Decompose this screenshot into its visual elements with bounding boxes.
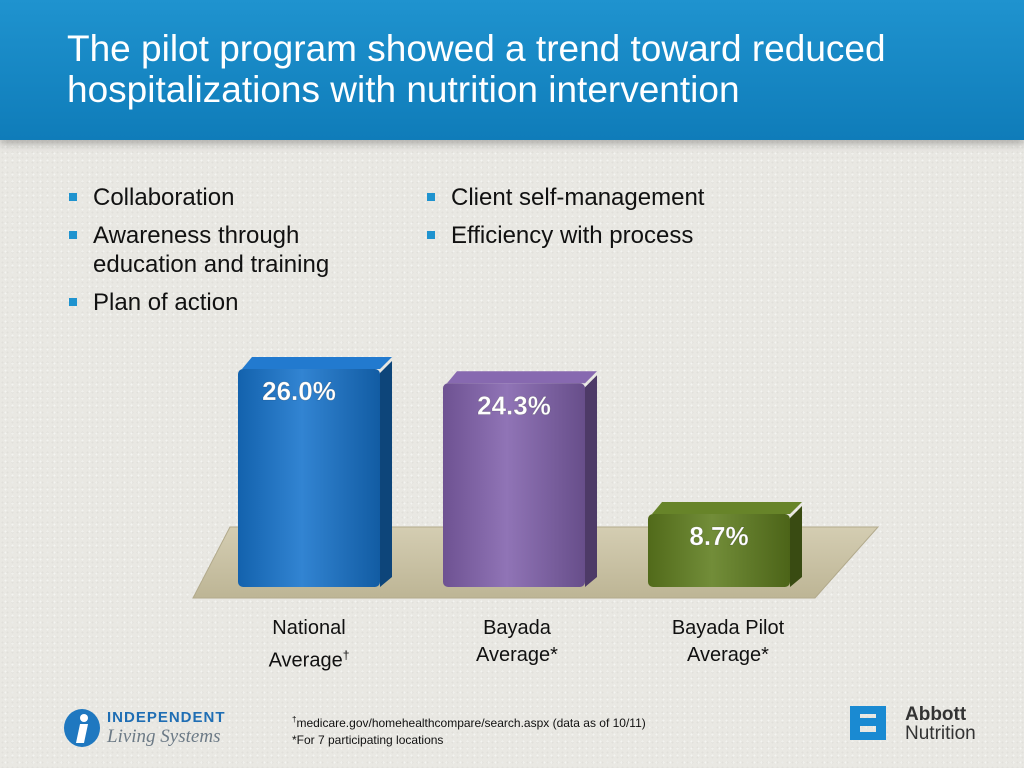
- bar-data-label: 24.3%: [477, 390, 551, 420]
- bullet-text: Client self-management: [451, 184, 705, 211]
- bullet-text: Awareness through education and training: [93, 222, 330, 278]
- abbott-nutrition-logo: Abbott Nutrition: [848, 704, 988, 748]
- bar-group: 8.7%: [648, 502, 802, 587]
- bullet-item: Client self-management: [426, 183, 826, 212]
- bullet-square-icon: [69, 231, 77, 239]
- bar-side-face: [790, 506, 802, 587]
- bar-top-face: [242, 357, 392, 369]
- bar: [238, 369, 380, 587]
- footnotes: †medicare.gov/homehealthcompare/search.a…: [292, 711, 646, 749]
- category-label-line2: Average*: [687, 644, 769, 666]
- bar-chart: 26.0% 24.3% 8.7%: [192, 357, 880, 599]
- category-label-line1: Bayada Pilot: [671, 617, 785, 639]
- bullet-text: Efficiency with process: [451, 222, 694, 249]
- category-label-bayada-pilot: Bayada Pilot Average*: [643, 615, 813, 669]
- abbott-a-icon: [850, 706, 886, 740]
- logo-text-line1: Abbott: [905, 704, 967, 725]
- bullet-square-icon: [69, 298, 77, 306]
- dagger-mark: †: [292, 715, 297, 724]
- bullet-item: Collaboration: [68, 183, 398, 212]
- bar: [648, 514, 790, 587]
- bar-top-face: [652, 502, 802, 515]
- footnote-1: †medicare.gov/homehealthcompare/search.a…: [292, 711, 646, 732]
- bullet-text: Plan of action: [93, 289, 239, 316]
- footnote-1-text: medicare.gov/homehealthcompare/search.as…: [296, 716, 646, 730]
- bullet-list-right: Client self-management Efficiency with p…: [426, 183, 826, 259]
- title-banner: The pilot program showed a trend toward …: [0, 0, 1024, 140]
- category-label-line1: National: [272, 617, 346, 639]
- category-label-bayada: Bayada Average*: [432, 615, 602, 669]
- bullet-item: Awareness through education and training: [68, 221, 398, 279]
- category-label-line2: Average: [268, 649, 343, 672]
- bar-group: 26.0%: [238, 357, 392, 587]
- bar-side-face: [585, 375, 597, 587]
- footnote-2: *For 7 participating locations: [292, 733, 444, 747]
- bar-group: 24.3%: [443, 371, 597, 587]
- logo-text-line2: Living Systems: [107, 726, 221, 747]
- logo-text-line1: INDEPENDENT: [107, 709, 226, 726]
- logo-text-line2: Nutrition: [905, 723, 976, 744]
- bullet-item: Efficiency with process: [426, 221, 826, 250]
- bar: [443, 383, 585, 587]
- bullet-square-icon: [69, 193, 77, 201]
- bullet-text: Collaboration: [93, 184, 235, 211]
- bullet-item: Plan of action: [68, 288, 398, 317]
- slide-title: The pilot program showed a trend toward …: [67, 28, 886, 110]
- bullet-square-icon: [427, 193, 435, 201]
- category-label-line1: Bayada: [483, 617, 551, 639]
- category-label-line2: Average*: [476, 644, 558, 666]
- bullet-list-left: Collaboration Awareness through educatio…: [68, 183, 398, 326]
- bar-data-label: 8.7%: [689, 521, 748, 551]
- bar-data-label: 26.0%: [262, 376, 336, 406]
- bullet-square-icon: [427, 231, 435, 239]
- bar-side-face: [380, 361, 392, 587]
- dagger-mark: †: [342, 648, 350, 662]
- bar-top-face: [447, 371, 597, 384]
- category-label-national: National Average†: [224, 615, 394, 675]
- independent-living-systems-logo: INDEPENDENT Living Systems: [64, 707, 254, 751]
- info-i-icon: [64, 709, 100, 747]
